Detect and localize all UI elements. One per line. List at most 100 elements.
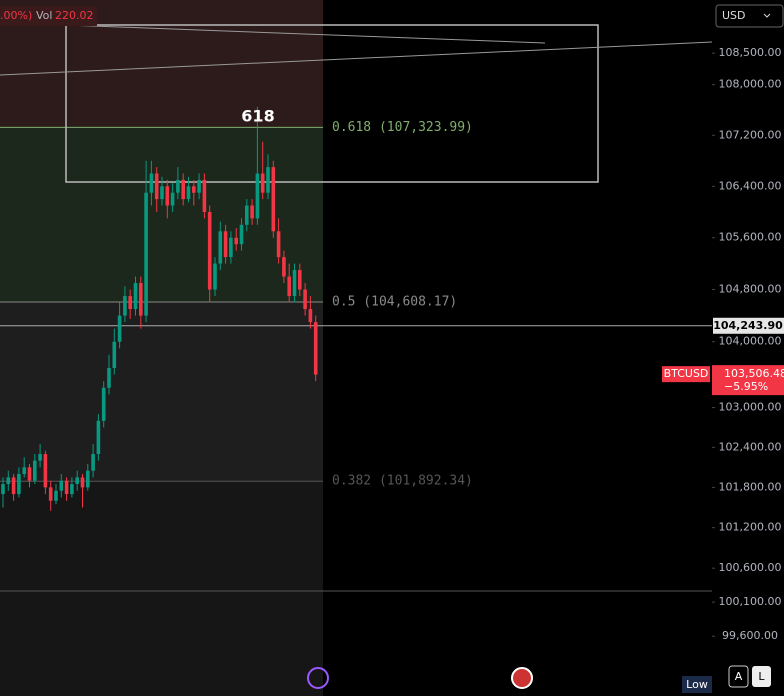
- candle-body: [213, 263, 217, 290]
- trend-line: [0, 41, 713, 76]
- log-button[interactable]: [752, 666, 771, 687]
- candle-body: [22, 467, 26, 475]
- y-tick-label: 108,000.00: [719, 78, 782, 91]
- candle-body: [239, 224, 244, 245]
- fib-zone: [0, 302, 323, 482]
- fib-zone: [0, 481, 323, 696]
- candle-body: [266, 167, 270, 193]
- price-label-bg: [713, 317, 784, 334]
- candle-body: [186, 186, 191, 200]
- fib-label: 0.382 (101,892.34): [332, 474, 473, 489]
- currency-dropdown[interactable]: [715, 4, 784, 28]
- candle-body: [139, 283, 143, 316]
- calendar-icon[interactable]: [511, 667, 533, 689]
- candle-body: [117, 315, 122, 342]
- y-tick-label: 104,800.00: [719, 283, 782, 296]
- candle-body: [123, 296, 127, 316]
- candle-body: [96, 420, 101, 455]
- candle-body: [303, 289, 307, 310]
- candle-body: [64, 480, 69, 495]
- candle-body: [6, 477, 11, 485]
- candle-body: [75, 477, 79, 485]
- candle-body: [250, 205, 254, 219]
- candle-body: [260, 173, 265, 193]
- candle-body: [1, 484, 5, 495]
- candle-body: [192, 186, 196, 193]
- candle-body: [245, 205, 249, 225]
- candle-body: [282, 257, 286, 277]
- legend-vol: 220.02: [55, 9, 94, 22]
- candle-body: [218, 231, 223, 264]
- y-tick-label: 102,400.00: [719, 440, 782, 453]
- candle-body: [144, 192, 148, 316]
- candle-body: [43, 454, 48, 488]
- candle-body: [17, 474, 21, 495]
- candle-body: [292, 270, 297, 297]
- candle-body: [59, 480, 64, 491]
- y-tick-label: 100,600.00: [719, 561, 782, 574]
- candle-body: [112, 341, 117, 368]
- candle-body: [181, 179, 185, 200]
- candle-body: [38, 454, 42, 461]
- candle-body: [176, 179, 180, 193]
- y-tick-label: 108,500.00: [719, 46, 782, 59]
- candle-body: [255, 173, 260, 219]
- candle-body: [207, 211, 212, 290]
- y-tick-label: 100,100.00: [719, 595, 782, 608]
- fib-zone: [0, 127, 323, 303]
- auto-button[interactable]: [728, 665, 749, 688]
- y-tick-label: 107,200.00: [719, 128, 782, 141]
- log-label: L: [758, 670, 765, 683]
- symbol-tag-bg: [662, 366, 710, 383]
- candle-body: [234, 237, 238, 245]
- candle-body: [133, 283, 138, 310]
- candle-body: [86, 470, 90, 488]
- low-button[interactable]: [682, 676, 712, 693]
- candle-body: [54, 490, 58, 501]
- legend-change: .00%): [0, 9, 32, 22]
- symbol-price-bg: [712, 365, 784, 396]
- y-tick-label: 105,600.00: [719, 231, 782, 244]
- fib-label: 0.618 (107,323.99): [332, 120, 473, 135]
- currency: USD: [722, 9, 746, 22]
- auto-label: A: [735, 670, 743, 683]
- assistant-icon[interactable]: [307, 667, 329, 689]
- trend-line: [65, 24, 546, 44]
- y-tick-label: 106,400.00: [719, 179, 782, 192]
- candle-body: [202, 179, 207, 212]
- fib-label: 0.5 (104,608.17): [332, 295, 457, 310]
- candle-body: [223, 231, 228, 258]
- candle-body: [308, 309, 313, 323]
- candle-body: [154, 173, 159, 200]
- candle-body: [149, 173, 154, 193]
- candle-body: [287, 276, 291, 297]
- candle-body: [271, 167, 276, 232]
- y-tick-label: 104,000.00: [719, 335, 782, 348]
- candle-body: [276, 231, 281, 258]
- candle-body: [313, 322, 318, 375]
- candle-body: [197, 179, 201, 193]
- symbol-change: −5.95%: [724, 380, 768, 393]
- low-label: Low: [686, 678, 708, 691]
- candle-body: [80, 477, 85, 488]
- candle-body: [33, 460, 37, 481]
- candle-body: [91, 454, 95, 471]
- y-tick-label: 101,200.00: [719, 521, 782, 534]
- legend-bg: [0, 6, 97, 26]
- candle-body: [128, 296, 132, 310]
- candle-body: [170, 192, 175, 206]
- price-label: 104,243.90: [713, 319, 783, 332]
- legend-vol-label: Vol: [36, 9, 52, 22]
- candle-body: [107, 367, 111, 388]
- candle-body: [27, 467, 32, 481]
- symbol-tag: BTCUSD: [664, 367, 709, 380]
- candle-body: [70, 484, 74, 495]
- y-tick-label: 101,800.00: [719, 480, 782, 493]
- symbol-price: 103,506.48: [724, 367, 784, 380]
- candle-body: [48, 487, 53, 501]
- candle-body: [160, 186, 164, 200]
- candle-body: [229, 237, 233, 258]
- rectangle-drawing: [65, 24, 599, 183]
- candle-body: [101, 387, 106, 421]
